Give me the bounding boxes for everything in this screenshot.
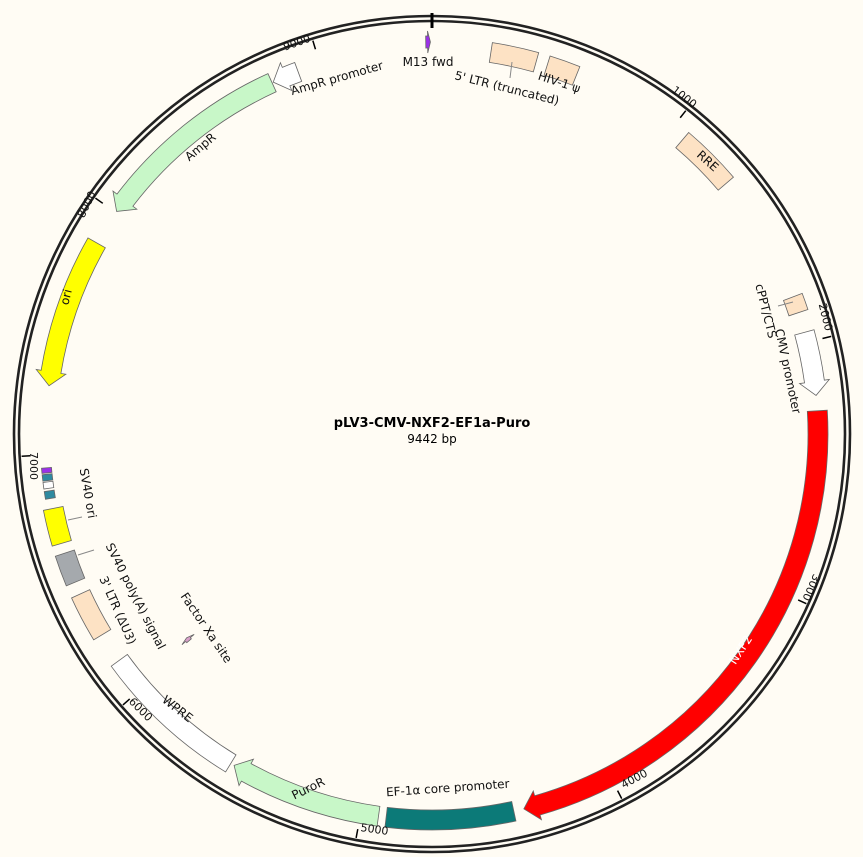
feature-primer-site[interactable] — [41, 473, 54, 482]
label-ef1a-core-promoter[interactable]: EF-1α core promoter — [386, 777, 510, 800]
leader-line — [777, 301, 794, 307]
tick-label-9000: 9000 — [281, 32, 312, 54]
feature-3-ltr-u3[interactable] — [71, 589, 112, 641]
tick-3000 — [797, 599, 807, 605]
feature-cmv-promoter[interactable] — [794, 329, 831, 396]
features — [35, 30, 831, 831]
backbone-circle — [12, 13, 852, 854]
leader-line — [77, 549, 95, 556]
feature-primer-site[interactable] — [42, 480, 55, 490]
feature-ori[interactable] — [35, 237, 106, 387]
feature-nxf2[interactable] — [523, 409, 829, 821]
feature-5-ltr-truncated[interactable] — [488, 42, 540, 73]
plasmid-name: pLV3-CMV-NXF2-EF1a-Puro — [334, 416, 531, 431]
feature-primer-site[interactable] — [41, 466, 53, 474]
feature-cppt-cts[interactable] — [782, 292, 809, 317]
feature-puror[interactable] — [233, 758, 381, 827]
tick-label-5000: 5000 — [360, 821, 390, 838]
feature-rre[interactable] — [675, 131, 734, 191]
tick-4000 — [616, 790, 623, 799]
tick-5000 — [355, 828, 359, 839]
label-sv40-ori[interactable]: SV40 ori — [77, 467, 100, 519]
tick-label-8000: 8000 — [75, 189, 99, 220]
feature-ampr-promoter[interactable] — [272, 61, 303, 92]
tick-2000 — [822, 335, 832, 340]
feature-ef-1-core-promoter[interactable] — [384, 800, 517, 831]
tick-label-3000: 3000 — [800, 572, 823, 603]
feature-ampr[interactable] — [112, 73, 277, 212]
feature-hiv-1[interactable] — [543, 55, 581, 86]
label-m13-fwd[interactable]: M13 fwd — [403, 55, 454, 69]
feature-m13-fwd[interactable] — [425, 30, 431, 54]
feature-sv40-poly-a-signal[interactable] — [54, 549, 86, 587]
label-ampr-promoter[interactable]: AmpR promoter — [289, 58, 385, 98]
leader-line — [67, 516, 83, 521]
tick-9000 — [312, 40, 317, 50]
tick-8000 — [94, 197, 104, 204]
leader-line — [509, 61, 513, 79]
label-factor-xa-site[interactable]: Factor Xa site — [178, 590, 235, 665]
tick-label-2000: 2000 — [816, 302, 835, 332]
feature-primer-site[interactable] — [43, 489, 56, 500]
tick-1000 — [679, 110, 687, 119]
feature-sv40-ori[interactable] — [42, 506, 72, 547]
tick-label-7000: 7000 — [27, 452, 40, 480]
label-ori[interactable]: ori — [57, 288, 74, 307]
plasmid-length: 9442 bp — [407, 432, 457, 446]
feature-factor-xa-site[interactable] — [181, 634, 195, 646]
feature-wpre[interactable] — [110, 653, 237, 773]
tick-marks — [21, 40, 832, 839]
tick-6000 — [122, 698, 131, 706]
